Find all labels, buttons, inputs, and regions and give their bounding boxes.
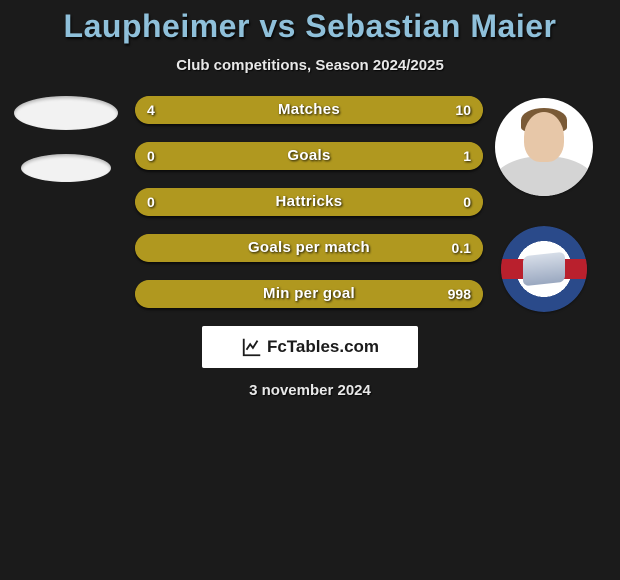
- stat-value-right: 1: [463, 142, 471, 170]
- club-left-badge: [21, 154, 111, 182]
- chart-icon: [241, 336, 263, 358]
- player-left-avatar: [14, 96, 118, 130]
- stat-label: Min per goal: [135, 280, 483, 308]
- stat-value-right: 10: [455, 96, 471, 124]
- stat-row: Hattricks0 0: [135, 188, 483, 216]
- comparison-content: Matches410Goals01Hattricks00Goals per ma…: [0, 96, 620, 308]
- logo-text: FcTables.com: [267, 337, 379, 357]
- player-right-avatar: [495, 98, 593, 196]
- stat-value-left: 0: [147, 142, 155, 170]
- date-text: 3 november 2024: [0, 382, 620, 399]
- stat-label: Matches: [135, 96, 483, 124]
- stat-value-right: 998: [448, 280, 471, 308]
- stat-value-left: 4: [147, 96, 155, 124]
- page-title: Laupheimer vs Sebastian Maier: [0, 0, 620, 45]
- stat-row: Matches4 10: [135, 96, 483, 124]
- stat-row: Goals0 1: [135, 142, 483, 170]
- stat-label: Hattricks: [135, 188, 483, 216]
- stat-label: Goals per match: [135, 234, 483, 262]
- player-left-column: [6, 96, 126, 182]
- stat-value-right: 0: [463, 188, 471, 216]
- stat-bars: Matches410Goals01Hattricks00Goals per ma…: [135, 96, 483, 308]
- stat-value-right: 0.1: [452, 234, 471, 262]
- stat-label: Goals: [135, 142, 483, 170]
- stat-row: Goals per match0.1: [135, 234, 483, 262]
- player-right-column: [494, 98, 594, 312]
- subtitle: Club competitions, Season 2024/2025: [0, 57, 620, 74]
- stat-value-left: 0: [147, 188, 155, 216]
- stat-row: Min per goal998: [135, 280, 483, 308]
- logo-box: FcTables.com: [202, 326, 418, 368]
- club-right-badge: [501, 226, 587, 312]
